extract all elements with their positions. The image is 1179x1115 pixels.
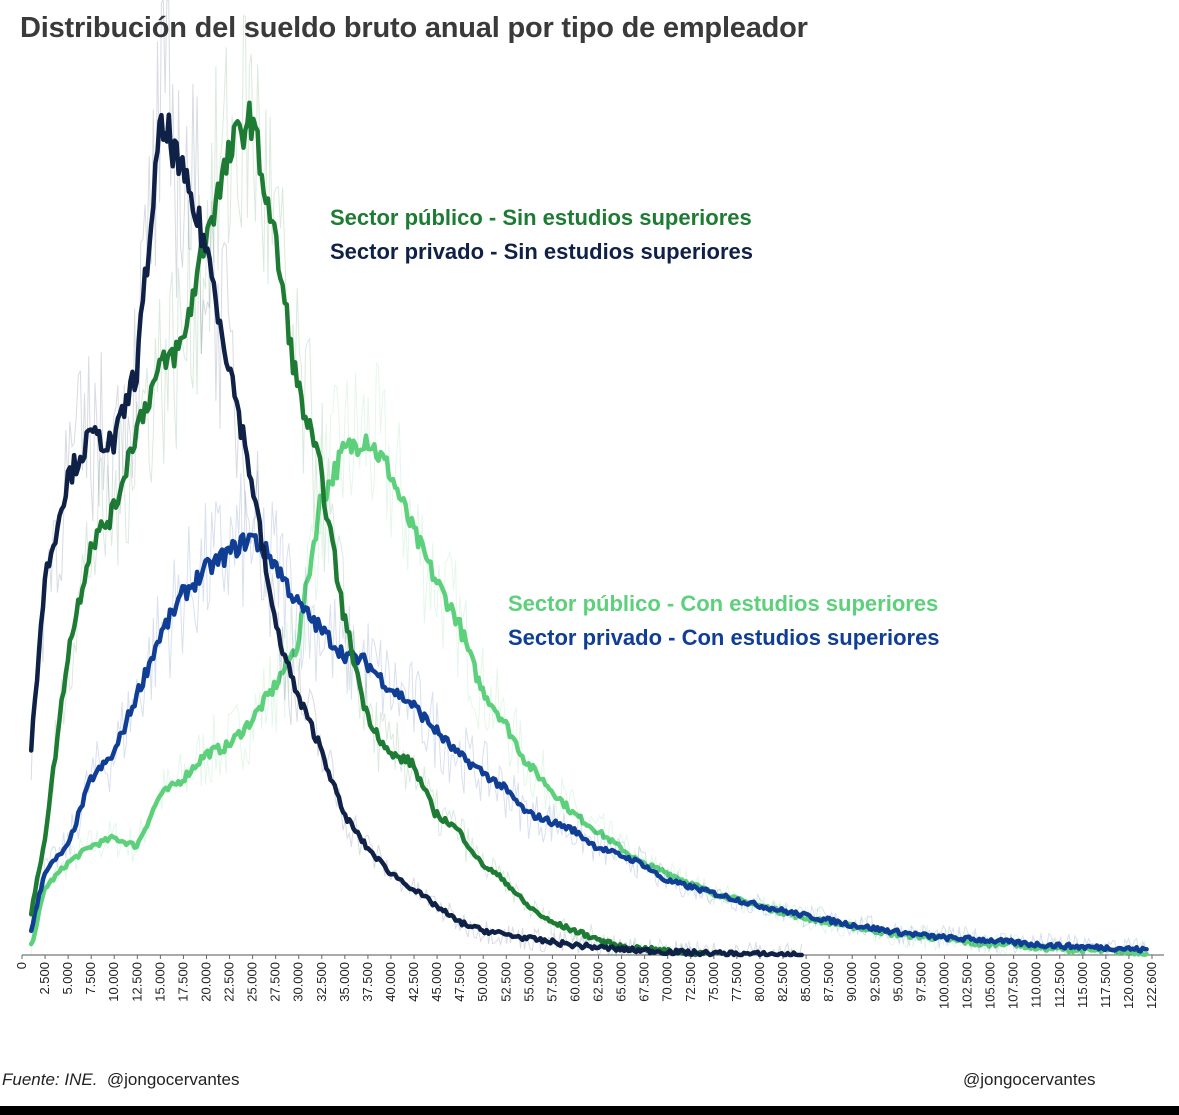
x-tick-label: 72.500 [683,962,698,1002]
x-tick-label: 5.000 [60,962,75,995]
x-tick-label: 22.500 [222,962,237,1002]
handle-right: @jongocervantes [963,1070,1096,1089]
chart-title: Distribución del sueldo bruto anual por … [20,12,808,44]
x-tick-label: 75.000 [706,962,721,1002]
x-tick-label: 70.000 [660,962,675,1002]
x-tick-label: 52.500 [498,962,513,1002]
x-tick-label: 110.000 [1029,962,1044,1008]
x-tick-label: 10.000 [106,962,121,1002]
x-tick-label: 112.500 [1052,962,1067,1008]
x-tick-label: 2.500 [37,962,52,995]
x-tick-label: 25.000 [245,962,260,1002]
x-tick-label: 80.000 [752,962,767,1002]
x-tick-label: 92.500 [867,962,882,1002]
x-tick-label: 17.500 [175,962,190,1002]
series-line-2 [28,433,1149,957]
x-tick-label: 65.000 [614,962,629,1002]
x-tick-label: 45.000 [429,962,444,1002]
x-tick-label: 0 [14,962,29,969]
x-tick-label: 95.000 [890,962,905,1002]
series-2-raw-line [30,362,1148,957]
x-tick-label: 67.500 [637,962,652,1002]
x-tick-label: 32.500 [314,962,329,1002]
x-tick-label: 55.000 [521,962,536,1002]
x-tick-label: 122.600 [1144,962,1159,1009]
series-line-3 [28,532,1149,954]
x-tick-label: 107.500 [1006,962,1021,1009]
handle-left: @jongocervantes [106,1070,240,1089]
x-tick-label: 50.000 [475,962,490,1002]
legend-pub-con: Sector público - Con estudios superiores [508,591,939,616]
x-tick-label: 60.000 [567,962,582,1002]
x-tick-label: 47.500 [452,962,467,1002]
x-tick-label: 35.000 [337,962,352,1002]
x-tick-label: 102.500 [960,962,975,1009]
series-line-0 [28,100,713,958]
x-tick-label: 57.500 [544,962,559,1002]
x-tick-label: 90.000 [844,962,859,1002]
series-line-1 [28,112,804,958]
series-0-raw-line [30,14,710,957]
x-tick-label: 87.500 [821,962,836,1002]
x-tick-label: 85.000 [798,962,813,1002]
x-tick-label: 15.000 [152,962,167,1002]
series-3-raw-line [30,470,1148,957]
footer-source: Fuente: INE. @jongocervantes [2,1070,239,1090]
x-tick-label: 37.500 [360,962,375,1002]
x-tick-label: 42.500 [406,962,421,1002]
x-tick-label: 115.000 [1075,962,1090,1008]
source-text: Fuente: INE. [2,1070,98,1089]
bottom-border [0,1106,1179,1115]
legend-pub-sin: Sector público - Sin estudios superiores [330,205,752,230]
x-tick-label: 82.500 [775,962,790,1002]
legend-priv-con: Sector privado - Con estudios superiores [508,625,940,650]
x-tick-label: 62.500 [591,962,606,1002]
x-tick-label: 27.500 [268,962,283,1002]
x-tick-label: 30.000 [291,962,306,1002]
x-tick-label: 77.500 [729,962,744,1002]
legend-bottom: Sector público - Con estudios superiores… [508,587,940,655]
legend-top: Sector público - Sin estudios superiores… [330,201,753,269]
x-tick-label: 7.500 [83,962,98,995]
x-tick-label: 20.000 [198,962,213,1002]
x-tick-label: 100.000 [936,962,951,1009]
x-tick-label: 105.000 [983,962,998,1009]
x-tick-label: 117.500 [1098,962,1113,1008]
series-1-raw-line [30,0,803,957]
x-tick-label: 120.000 [1121,962,1136,1009]
x-tick-label: 97.500 [913,962,928,1002]
legend-priv-sin: Sector privado - Sin estudios superiores [330,239,753,264]
x-tick-label: 40.000 [383,962,398,1002]
x-tick-label: 12.500 [129,962,144,1002]
